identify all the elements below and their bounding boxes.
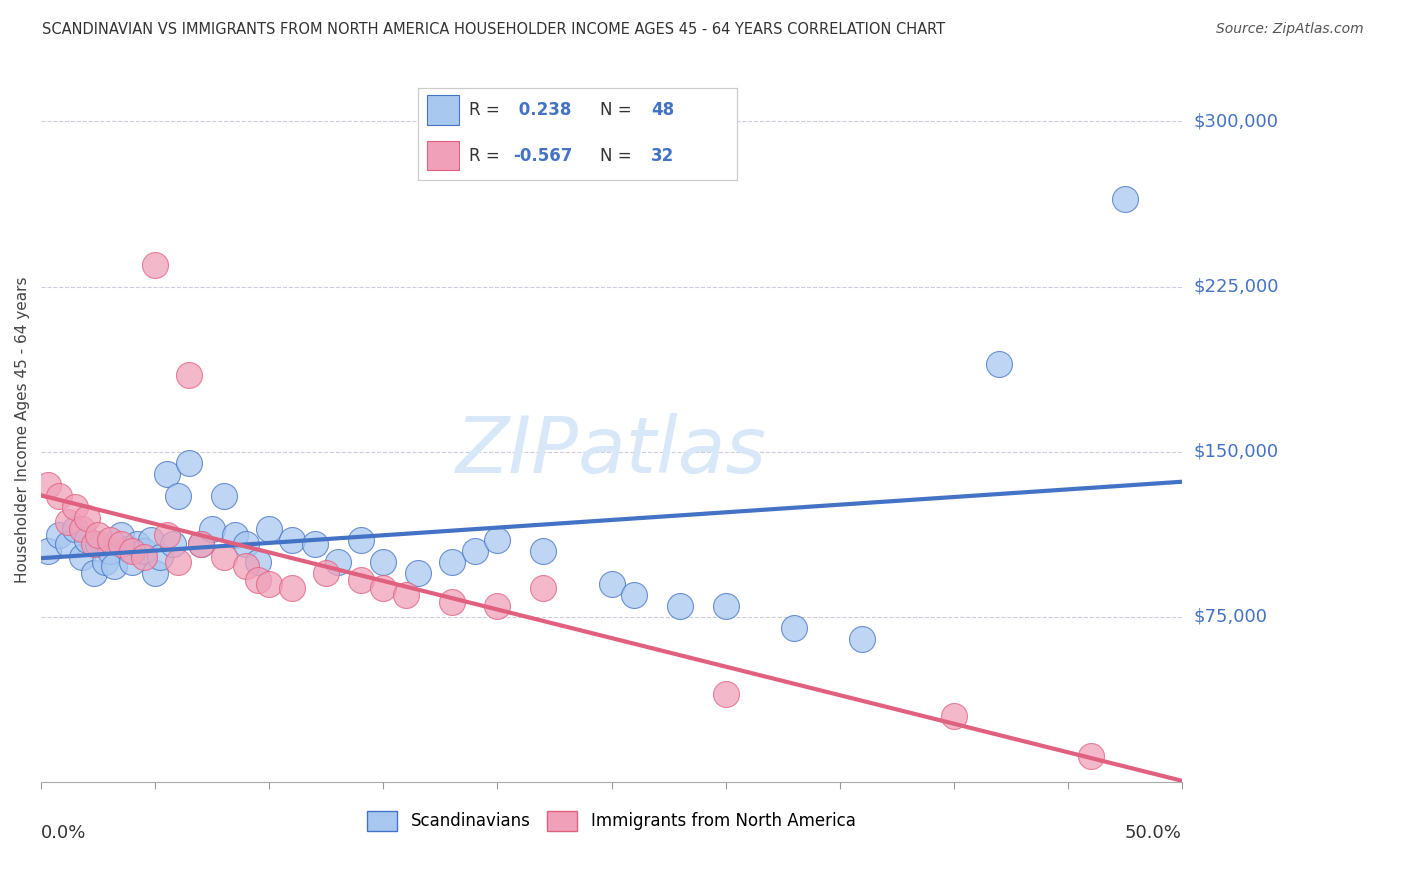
Point bbox=[76, 511, 98, 525]
Point bbox=[259, 522, 281, 536]
Point bbox=[315, 566, 337, 580]
Point bbox=[224, 528, 246, 542]
Point bbox=[486, 533, 509, 547]
Point bbox=[179, 456, 201, 470]
Point bbox=[143, 258, 166, 272]
Text: Source: ZipAtlas.com: Source: ZipAtlas.com bbox=[1216, 22, 1364, 37]
Point bbox=[83, 537, 105, 551]
Point bbox=[349, 573, 371, 587]
Point bbox=[201, 522, 224, 536]
Point bbox=[37, 478, 59, 492]
Point bbox=[121, 555, 143, 569]
Point bbox=[669, 599, 692, 613]
Point bbox=[48, 528, 70, 542]
Point bbox=[281, 582, 304, 596]
Point bbox=[259, 577, 281, 591]
Point bbox=[70, 550, 93, 565]
Point bbox=[190, 537, 212, 551]
Point bbox=[70, 522, 93, 536]
Point bbox=[1080, 748, 1102, 763]
Point bbox=[600, 577, 623, 591]
Point bbox=[87, 537, 110, 551]
Point bbox=[94, 555, 117, 569]
Point bbox=[440, 555, 463, 569]
Point bbox=[246, 573, 269, 587]
Point bbox=[48, 489, 70, 503]
Point bbox=[190, 537, 212, 551]
Point bbox=[440, 594, 463, 608]
Point bbox=[783, 621, 806, 635]
Text: ZIPatlas: ZIPatlas bbox=[456, 413, 766, 489]
Point bbox=[162, 537, 184, 551]
Point bbox=[155, 467, 177, 481]
Point bbox=[623, 588, 645, 602]
Point bbox=[65, 522, 87, 536]
Point bbox=[110, 528, 132, 542]
Point bbox=[132, 550, 155, 565]
Point bbox=[155, 528, 177, 542]
Point bbox=[1114, 192, 1136, 206]
Y-axis label: Householder Income Ages 45 - 64 years: Householder Income Ages 45 - 64 years bbox=[15, 277, 30, 583]
Point bbox=[98, 544, 121, 558]
Point bbox=[212, 489, 235, 503]
Point bbox=[98, 533, 121, 547]
Point bbox=[531, 582, 554, 596]
Point bbox=[851, 632, 873, 646]
Point bbox=[349, 533, 371, 547]
Text: $225,000: $225,000 bbox=[1194, 277, 1278, 295]
Point bbox=[125, 537, 148, 551]
Point bbox=[143, 566, 166, 580]
Point bbox=[531, 544, 554, 558]
Point bbox=[395, 588, 418, 602]
Point bbox=[37, 544, 59, 558]
Point bbox=[179, 368, 201, 382]
Point bbox=[76, 533, 98, 547]
Point bbox=[714, 599, 737, 613]
Point bbox=[117, 541, 139, 556]
Point bbox=[149, 550, 172, 565]
Point bbox=[406, 566, 429, 580]
Point bbox=[373, 555, 395, 569]
Point bbox=[121, 544, 143, 558]
Point bbox=[83, 566, 105, 580]
Point bbox=[281, 533, 304, 547]
Text: SCANDINAVIAN VS IMMIGRANTS FROM NORTH AMERICA HOUSEHOLDER INCOME AGES 45 - 64 YE: SCANDINAVIAN VS IMMIGRANTS FROM NORTH AM… bbox=[42, 22, 945, 37]
Point bbox=[139, 533, 162, 547]
Point bbox=[167, 489, 190, 503]
Point bbox=[65, 500, 87, 514]
Text: $75,000: $75,000 bbox=[1194, 608, 1267, 626]
Text: 50.0%: 50.0% bbox=[1125, 824, 1182, 842]
Point bbox=[58, 537, 80, 551]
Point bbox=[235, 537, 257, 551]
Text: $300,000: $300,000 bbox=[1194, 112, 1278, 130]
Point bbox=[326, 555, 349, 569]
Point bbox=[132, 544, 155, 558]
Point bbox=[212, 550, 235, 565]
Point bbox=[246, 555, 269, 569]
Text: $150,000: $150,000 bbox=[1194, 442, 1278, 461]
Point bbox=[235, 559, 257, 574]
Point bbox=[167, 555, 190, 569]
Point bbox=[464, 544, 486, 558]
Point bbox=[942, 709, 965, 723]
Point bbox=[110, 537, 132, 551]
Legend: Scandinavians, Immigrants from North America: Scandinavians, Immigrants from North Ame… bbox=[361, 805, 862, 838]
Point bbox=[304, 537, 326, 551]
Point bbox=[58, 515, 80, 529]
Point bbox=[373, 582, 395, 596]
Point bbox=[714, 687, 737, 701]
Point bbox=[988, 357, 1011, 371]
Point bbox=[87, 528, 110, 542]
Point bbox=[103, 559, 125, 574]
Point bbox=[486, 599, 509, 613]
Text: 0.0%: 0.0% bbox=[41, 824, 87, 842]
